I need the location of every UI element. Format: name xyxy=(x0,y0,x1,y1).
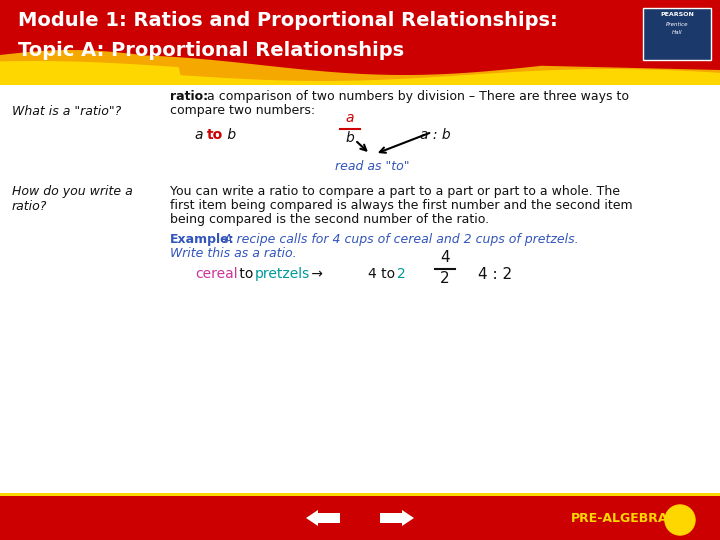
Text: Example:: Example: xyxy=(170,233,235,246)
FancyArrow shape xyxy=(380,510,414,526)
Text: a : b: a : b xyxy=(420,128,451,142)
Text: 2: 2 xyxy=(397,267,406,281)
Bar xyxy=(0,496,720,540)
Text: Module 1: Ratios and Proportional Relationships:: Module 1: Ratios and Proportional Relati… xyxy=(18,10,558,30)
Text: Write this as a ratio.: Write this as a ratio. xyxy=(170,247,297,260)
Text: 4 : 2: 4 : 2 xyxy=(478,267,512,282)
Text: compare two numbers:: compare two numbers: xyxy=(170,104,315,117)
Text: 2: 2 xyxy=(440,271,450,286)
Text: Topic A: Proportional Relationships: Topic A: Proportional Relationships xyxy=(18,40,404,59)
Text: to: to xyxy=(235,267,258,281)
Polygon shape xyxy=(0,50,720,85)
Text: ratio:: ratio: xyxy=(170,90,208,103)
Text: PEARSON: PEARSON xyxy=(660,12,694,17)
Text: 4: 4 xyxy=(440,250,450,265)
Text: to: to xyxy=(207,128,223,142)
Text: PRE-ALGEBRA: PRE-ALGEBRA xyxy=(571,511,669,524)
Text: Hall: Hall xyxy=(672,30,683,35)
Text: What is a "ratio"?: What is a "ratio"? xyxy=(12,105,121,118)
Text: read as "to": read as "to" xyxy=(335,160,409,173)
Text: pretzels: pretzels xyxy=(255,267,310,281)
Text: being compared is the second number of the ratio.: being compared is the second number of t… xyxy=(170,213,489,226)
Text: a: a xyxy=(346,111,354,125)
Text: a: a xyxy=(195,128,208,142)
FancyArrow shape xyxy=(306,510,340,526)
Text: b: b xyxy=(346,131,354,145)
Text: A recipe calls for 4 cups of cereal and 2 cups of pretzels.: A recipe calls for 4 cups of cereal and … xyxy=(220,233,579,246)
Bar xyxy=(0,0,720,85)
Text: cereal: cereal xyxy=(195,267,238,281)
Text: 4 to: 4 to xyxy=(368,267,400,281)
Text: first item being compared is always the first number and the second item: first item being compared is always the … xyxy=(170,199,633,212)
Text: How do you write a
ratio?: How do you write a ratio? xyxy=(12,185,132,213)
Circle shape xyxy=(665,505,695,535)
Text: a comparison of two numbers by division – There are three ways to: a comparison of two numbers by division … xyxy=(203,90,629,103)
Text: b: b xyxy=(223,128,236,142)
Text: →: → xyxy=(307,267,323,281)
Bar xyxy=(0,493,720,496)
Bar xyxy=(643,8,711,60)
Text: Prentice: Prentice xyxy=(666,22,688,26)
Text: You can write a ratio to compare a part to a part or part to a whole. The: You can write a ratio to compare a part … xyxy=(170,185,620,198)
Polygon shape xyxy=(0,61,720,85)
